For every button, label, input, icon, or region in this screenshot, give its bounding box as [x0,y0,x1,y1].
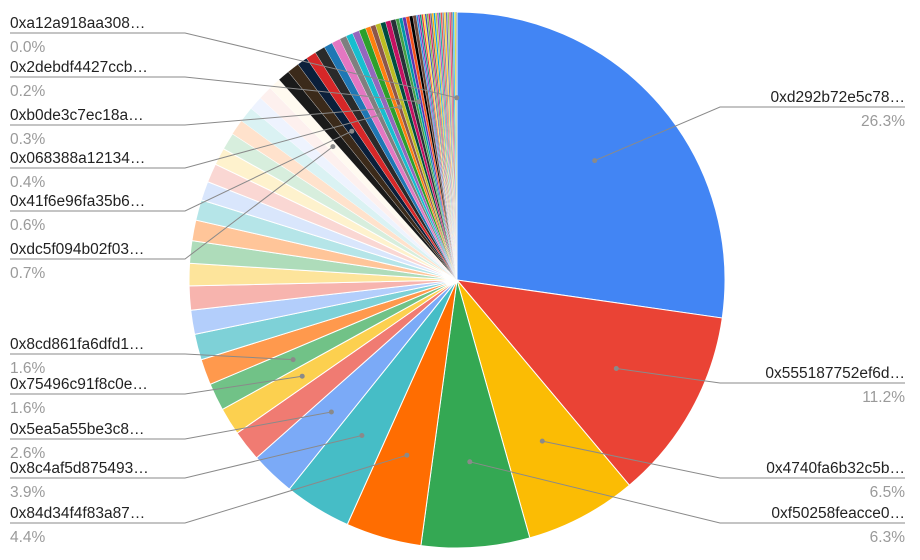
label-anchor-dot [299,373,305,379]
slice-percent-label: 0.0% [10,39,46,56]
label-leader-line [10,32,457,99]
slice-label: 0x8cd861fa6dfd1… [10,336,144,353]
slice-label: 0x2debdf4427ccb… [10,59,148,76]
label-leader-line [10,130,353,212]
slice-percent-label: 26.3% [861,113,905,130]
slice-label: 0x8c4af5d875493… [10,460,149,477]
slice-label: 0xd292b72e5c78… [771,89,905,106]
slice-label: 0xb0de3c7ec18a… [10,107,144,124]
slice-label: 0x5ea5a55be3c8… [10,421,144,438]
slice-label: 0x4740fa6b32c5b… [766,460,905,477]
label-leader-line [10,114,380,169]
label-anchor-dot [328,409,334,415]
slice-percent-label: 6.3% [870,529,906,546]
pie-slice [456,279,631,539]
label-anchor-dot [539,438,545,444]
slice-percent-label: 0.3% [10,131,46,148]
label-anchor-dot [290,357,296,363]
slice-label: 0x068388a12134… [10,150,145,167]
label-leader-line [10,106,400,126]
label-anchor-dot [349,128,355,134]
slice-label: 0x41f6e96fa35b6… [10,193,145,210]
label-leader-line [594,106,905,162]
label-leader-line [469,461,905,524]
slice-percent-label: 1.6% [10,400,46,417]
slice-percent-label: 2.6% [10,445,46,462]
slice-percent-label: 1.6% [10,360,46,377]
label-anchor-dot [359,433,365,438]
label-anchor-dot [613,366,619,371]
label-leader-line [10,146,334,260]
label-leader-line [10,411,332,440]
label-anchor-dot [454,95,460,101]
label-leader-line [10,375,303,395]
slice-percent-label: 0.7% [10,265,46,282]
label-anchor-dot [330,144,336,150]
pie-slice [456,11,726,319]
slice-percent-label: 0.4% [10,174,46,191]
label-leader-line [10,353,294,361]
label-anchor-dot [376,112,382,118]
slice-percent-label: 6.5% [870,484,906,501]
label-leader-line [10,76,419,103]
label-anchor-dot [467,459,473,465]
slice-percent-label: 11.2% [862,389,905,406]
slice-percent-label: 4.4% [10,529,46,546]
label-anchor-dot [404,452,410,458]
slice-percent-label: 0.6% [10,217,46,234]
label-leader-line [10,454,408,524]
label-anchor-dot [397,104,403,110]
pie-slice [455,11,458,281]
slice-labels: 0xd292b72e5c78… 26.3% 0x555187752ef6d… 11.2… [10,15,905,546]
label-leader-line [542,440,905,479]
slice-label: 0xa12a918aa308… [10,15,145,32]
label-anchor-dot [592,158,598,164]
label-anchor-dot [416,99,422,105]
slice-percent-label: 3.9% [10,484,46,501]
pie-slices [188,11,726,549]
slice-label: 0x555187752ef6d… [765,365,905,382]
slice-label: 0xf50258feacce0… [771,505,905,522]
slice-percent-label: 0.2% [10,83,46,100]
pie-slice [455,279,723,486]
label-leader-line [10,435,363,479]
slice-label: 0xdc5f094b02f03… [10,241,144,258]
slice-label: 0x84d34f4f83a87… [10,505,145,522]
label-leader-line [616,368,905,384]
slice-label: 0x75496c91f8c0e… [10,376,148,393]
